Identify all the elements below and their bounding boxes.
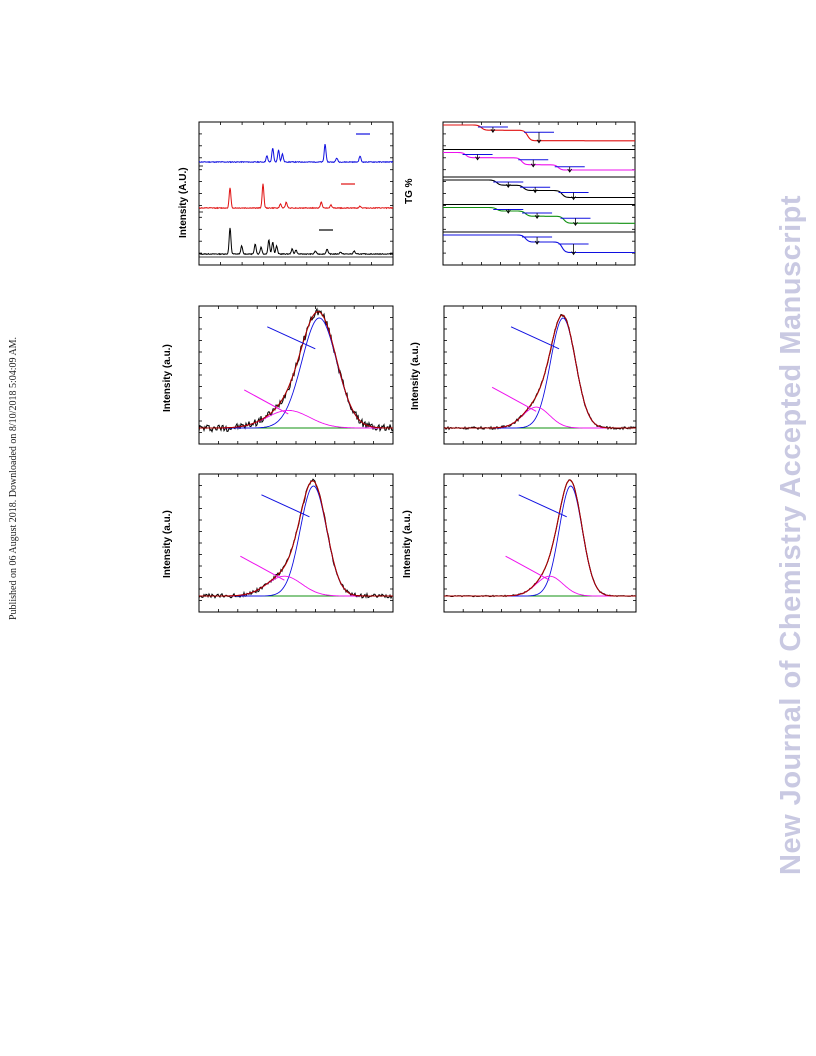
pl2-fit-blue — [444, 317, 636, 429]
tg-series-black — [443, 179, 635, 199]
tg-chart — [442, 121, 636, 266]
pl2-cumulative-fit — [444, 314, 636, 429]
xrd-series-red — [199, 183, 394, 210]
pl3-blue-leader — [261, 494, 310, 518]
pl2-fit-magenta — [444, 406, 636, 429]
pl3-fit-magenta — [199, 575, 393, 597]
tg-step-arrowhead — [571, 196, 576, 201]
pl1-ylabel: Intensity (a.u.) — [162, 344, 173, 412]
pl2-magenta-leader — [491, 386, 537, 412]
pl1-chart — [198, 305, 394, 445]
pl2-data-curve — [443, 313, 637, 431]
tg-step-arrowhead — [567, 168, 573, 173]
pl3-magenta-leader — [240, 555, 285, 581]
pl1-blue-leader — [267, 326, 316, 350]
pl4-frame — [443, 473, 637, 613]
pl3-ylabel: Intensity (a.u.) — [162, 510, 173, 578]
tg-step-arrowhead — [571, 251, 576, 256]
tg-ylabel: TG % — [404, 178, 415, 204]
tg-series-magenta — [443, 151, 635, 171]
pl1-magenta-leader — [244, 389, 289, 415]
pl1-data-curve — [198, 307, 394, 434]
pl2-blue-leader — [510, 326, 560, 350]
tg-step-arrowhead — [534, 240, 540, 245]
tg-step-arrowhead — [573, 222, 578, 226]
pl3-cumulative-fit — [199, 480, 393, 597]
pl4-ylabel: Intensity (a.u.) — [402, 510, 413, 578]
xrd-series-blue — [198, 143, 393, 164]
tg-series-blue — [443, 234, 635, 254]
tg-step-arrowhead — [530, 163, 536, 168]
pl3-chart — [198, 473, 394, 613]
tg-step-arrowhead — [505, 184, 511, 188]
tg-series-green — [443, 206, 635, 224]
watermark-text: New Journal of Chemistry Accepted Manusc… — [775, 194, 807, 875]
pl4-fit-blue — [444, 485, 636, 597]
xrd-ylabel: Intensity (A.U.) — [178, 167, 189, 238]
pl4-magenta-leader — [505, 555, 550, 581]
tg-step-arrowhead — [505, 209, 511, 214]
pl2-ylabel: Intensity (a.u.) — [410, 342, 421, 410]
pl3-fit-blue — [199, 485, 393, 597]
pl4-blue-leader — [518, 494, 567, 518]
tg-step-arrowhead — [490, 129, 496, 133]
pl4-cumulative-fit — [444, 479, 636, 597]
pl1-cumulative-fit — [199, 311, 393, 429]
tg-step-arrowhead — [536, 139, 542, 144]
xrd-frame — [198, 121, 394, 266]
pl4-chart — [443, 473, 637, 613]
xrd-series-black — [198, 227, 394, 256]
pl4-data-curve — [443, 479, 637, 598]
pl2-chart — [443, 305, 637, 445]
pl2-frame — [443, 305, 637, 445]
pl3-frame — [198, 473, 394, 613]
tg-step-arrowhead — [534, 215, 540, 219]
publication-note: Published on 06 August 2018. Downloaded … — [8, 336, 19, 620]
tg-step-arrowhead — [532, 189, 538, 194]
tg-step-arrowhead — [475, 156, 480, 161]
xrd-chart — [198, 121, 394, 266]
